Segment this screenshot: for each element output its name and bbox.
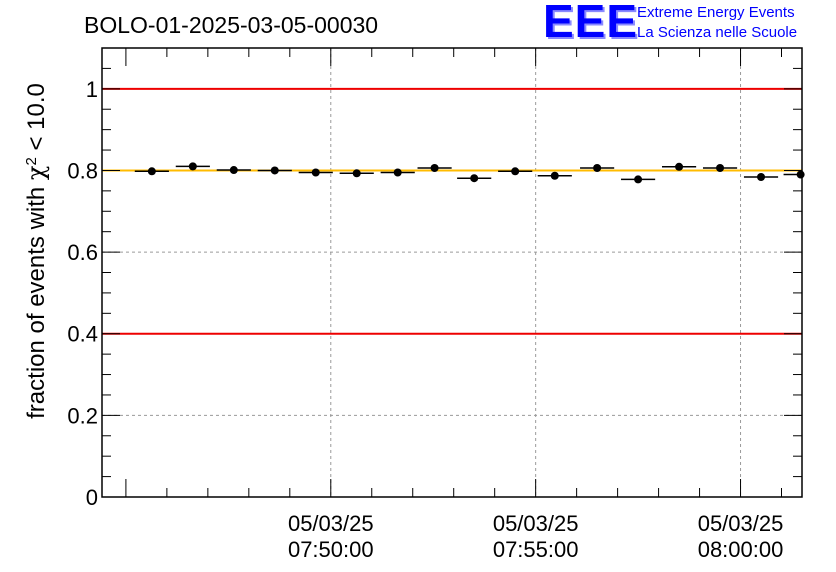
data-point-14: [716, 164, 725, 173]
data-point-0: [147, 167, 156, 176]
data-point-9: [511, 167, 520, 176]
data-point-4: [311, 168, 320, 177]
data-point-5: [352, 169, 361, 178]
data-point-11: [593, 164, 602, 173]
x-tick-time-1: 07:55:00: [493, 537, 579, 562]
data-point-7: [430, 164, 439, 173]
x-tick-date-0: 05/03/25: [288, 511, 374, 536]
data-point-3: [270, 166, 279, 175]
y-axis-label-prefix: fraction of events with: [23, 180, 50, 419]
data-point-8: [470, 174, 479, 183]
y-axis-label-symbol: χ: [22, 165, 50, 180]
eee-logo-line1: Extreme Energy Events: [637, 4, 795, 21]
data-point-2: [229, 166, 238, 175]
data-point-10: [550, 171, 559, 180]
chart-title: BOLO-01-2025-03-05-00030: [84, 12, 378, 38]
eee-logo-mark: EEE: [543, 0, 639, 47]
plot-frame: [101, 47, 803, 498]
y-tick-label-2: 0.4: [67, 322, 98, 347]
data-point-15: [757, 172, 766, 181]
data-point-12: [634, 175, 643, 184]
y-tick-label-0: 0: [86, 485, 98, 510]
x-tick-time-2: 08:00:00: [698, 537, 784, 562]
y-axis-label-suffix: < 10.0: [23, 83, 50, 157]
y-axis-label: fraction of events with χ2 < 10.0: [22, 83, 50, 419]
x-tick-date-1: 05/03/25: [493, 511, 579, 536]
eee-logo: EEE Extreme Energy Events La Scienza nel…: [543, 0, 833, 47]
eee-logo-line2: La Scienza nelle Scuole: [637, 24, 798, 41]
x-tick-date-2: 05/03/25: [698, 511, 784, 536]
data-point-16: [796, 170, 805, 179]
y-tick-label-4: 0.8: [67, 158, 98, 183]
y-tick-label-3: 0.6: [67, 240, 98, 265]
x-tick-time-0: 07:50:00: [288, 537, 374, 562]
y-tick-label-5: 1: [86, 77, 98, 102]
data-point-1: [188, 162, 197, 171]
data-point-6: [393, 168, 402, 177]
y-axis-label-sup: 2: [23, 157, 40, 165]
data-point-13: [675, 162, 684, 171]
y-tick-label-1: 0.2: [67, 403, 98, 428]
